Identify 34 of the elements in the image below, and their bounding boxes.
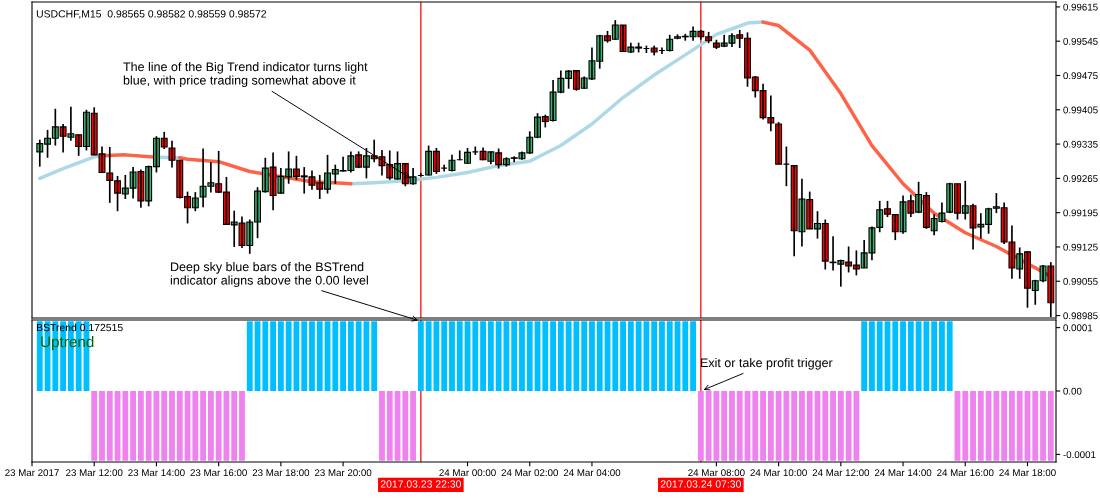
x-tick-label: 24 Mar 08:00	[688, 469, 745, 477]
ref-line-label: 2017.03.23 22:30	[380, 480, 462, 488]
x-tick-label: 24 Mar 16:00	[937, 469, 994, 477]
y-tick-label: 0.99125	[1063, 243, 1098, 251]
x-tick-label: 24 Mar 04:00	[563, 469, 621, 477]
x-tick-label: 24 Mar 18:00	[999, 469, 1056, 477]
x-tick-label: 24 Mar 00:00	[439, 469, 496, 477]
x-tick-label: 23 Mar 18:00	[252, 469, 310, 477]
annotation: Deep sky blue bars of the BSTrend indicator aligns above the 0.00 level	[170, 262, 368, 288]
x-tick-label: 23 Mar 14:00	[128, 469, 185, 477]
y-tick-label: 0.98985	[1063, 312, 1098, 320]
y-tick-label: 0.99055	[1063, 277, 1098, 285]
y-tick-label: 0.99195	[1063, 209, 1098, 217]
x-tick-label: 23 Mar 16:00	[190, 469, 247, 477]
annotation: Exit or take profit trigger	[701, 358, 833, 370]
x-tick-label: 23 Mar 12:00	[66, 469, 123, 477]
x-tick-label: 24 Mar 12:00	[812, 469, 870, 477]
y-tick-label: 0.99335	[1063, 140, 1098, 148]
ref-line-label: 2017.03.24 07:30	[660, 480, 741, 488]
x-tick-label: 23 Mar 2017	[5, 469, 59, 477]
y-tick-label: 0.99405	[1063, 106, 1098, 114]
x-tick-label: 24 Mar 02:00	[501, 469, 559, 477]
y-tick-label: 0.99475	[1063, 72, 1098, 80]
y-tick-label: 0.99545	[1063, 37, 1098, 45]
x-tick-label: 23 Mar 20:00	[314, 469, 372, 477]
y-tick-label: 0.00	[1063, 387, 1082, 395]
y-tick-label: -0.0001	[1063, 451, 1096, 459]
y-tick-label: 0.0001	[1063, 324, 1093, 332]
text: USDCHF,M15 0.98565 0.98582 0.98559 0.98572	[36, 10, 267, 19]
y-tick-label: 0.99615	[1063, 3, 1098, 11]
x-tick-label: 24 Mar 10:00	[750, 469, 807, 477]
y-tick-label: 0.99265	[1063, 175, 1098, 182]
annotation: The line of the Big Trend indicator turns light blue, with price trading somewhat above it	[123, 62, 368, 88]
x-tick-label: 24 Mar 14:00	[874, 469, 932, 477]
